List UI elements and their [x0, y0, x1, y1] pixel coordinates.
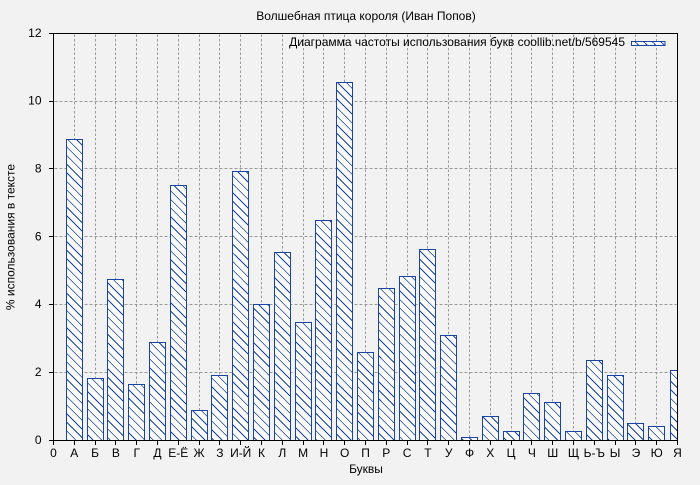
svg-text:Ь-Ъ: Ь-Ъ [584, 446, 605, 460]
svg-text:10: 10 [28, 94, 42, 108]
svg-text:И-Й: И-Й [230, 445, 251, 460]
svg-text:Волшебная птица короля (Иван П: Волшебная птица короля (Иван Попов) [256, 9, 475, 23]
svg-text:Д: Д [153, 446, 161, 460]
svg-text:М: М [298, 446, 308, 460]
svg-text:Б: Б [91, 446, 99, 460]
svg-text:О: О [340, 446, 349, 460]
svg-text:Л: Л [278, 446, 286, 460]
svg-text:Я: Я [673, 446, 682, 460]
svg-text:Ю: Ю [651, 446, 663, 460]
svg-text:Т: Т [424, 446, 432, 460]
svg-text:0: 0 [35, 433, 42, 447]
svg-text:З: З [216, 446, 223, 460]
svg-text:А: А [70, 446, 78, 460]
svg-text:Щ: Щ [568, 446, 579, 460]
svg-text:0: 0 [50, 446, 57, 460]
svg-text:В: В [112, 446, 120, 460]
svg-text:12: 12 [28, 26, 42, 40]
svg-text:Ф: Ф [465, 446, 474, 460]
svg-text:Буквы: Буквы [349, 462, 383, 476]
svg-text:Е-Ё: Е-Ё [168, 446, 188, 460]
svg-text:4: 4 [35, 297, 42, 311]
svg-text:Ч: Ч [528, 446, 536, 460]
svg-text:Ж: Ж [194, 446, 205, 460]
svg-text:К: К [258, 446, 265, 460]
svg-text:2: 2 [35, 365, 42, 379]
svg-text:Р: Р [382, 446, 390, 460]
svg-text:Ц: Ц [507, 446, 516, 460]
svg-text:П: П [361, 446, 370, 460]
svg-text:Н: Н [320, 446, 329, 460]
svg-text:6: 6 [35, 229, 42, 243]
svg-text:Х: Х [486, 446, 494, 460]
svg-text:Ы: Ы [610, 446, 621, 460]
svg-text:% использования в тексте: % использования в тексте [4, 164, 18, 310]
svg-text:8: 8 [35, 162, 42, 176]
svg-text:Диаграмма частоты использовани: Диаграмма частоты использования букв coo… [289, 35, 625, 49]
svg-text:Ш: Ш [547, 446, 558, 460]
svg-text:Э: Э [632, 446, 641, 460]
svg-text:С: С [403, 446, 412, 460]
svg-text:У: У [445, 446, 453, 460]
svg-text:Г: Г [133, 446, 140, 460]
